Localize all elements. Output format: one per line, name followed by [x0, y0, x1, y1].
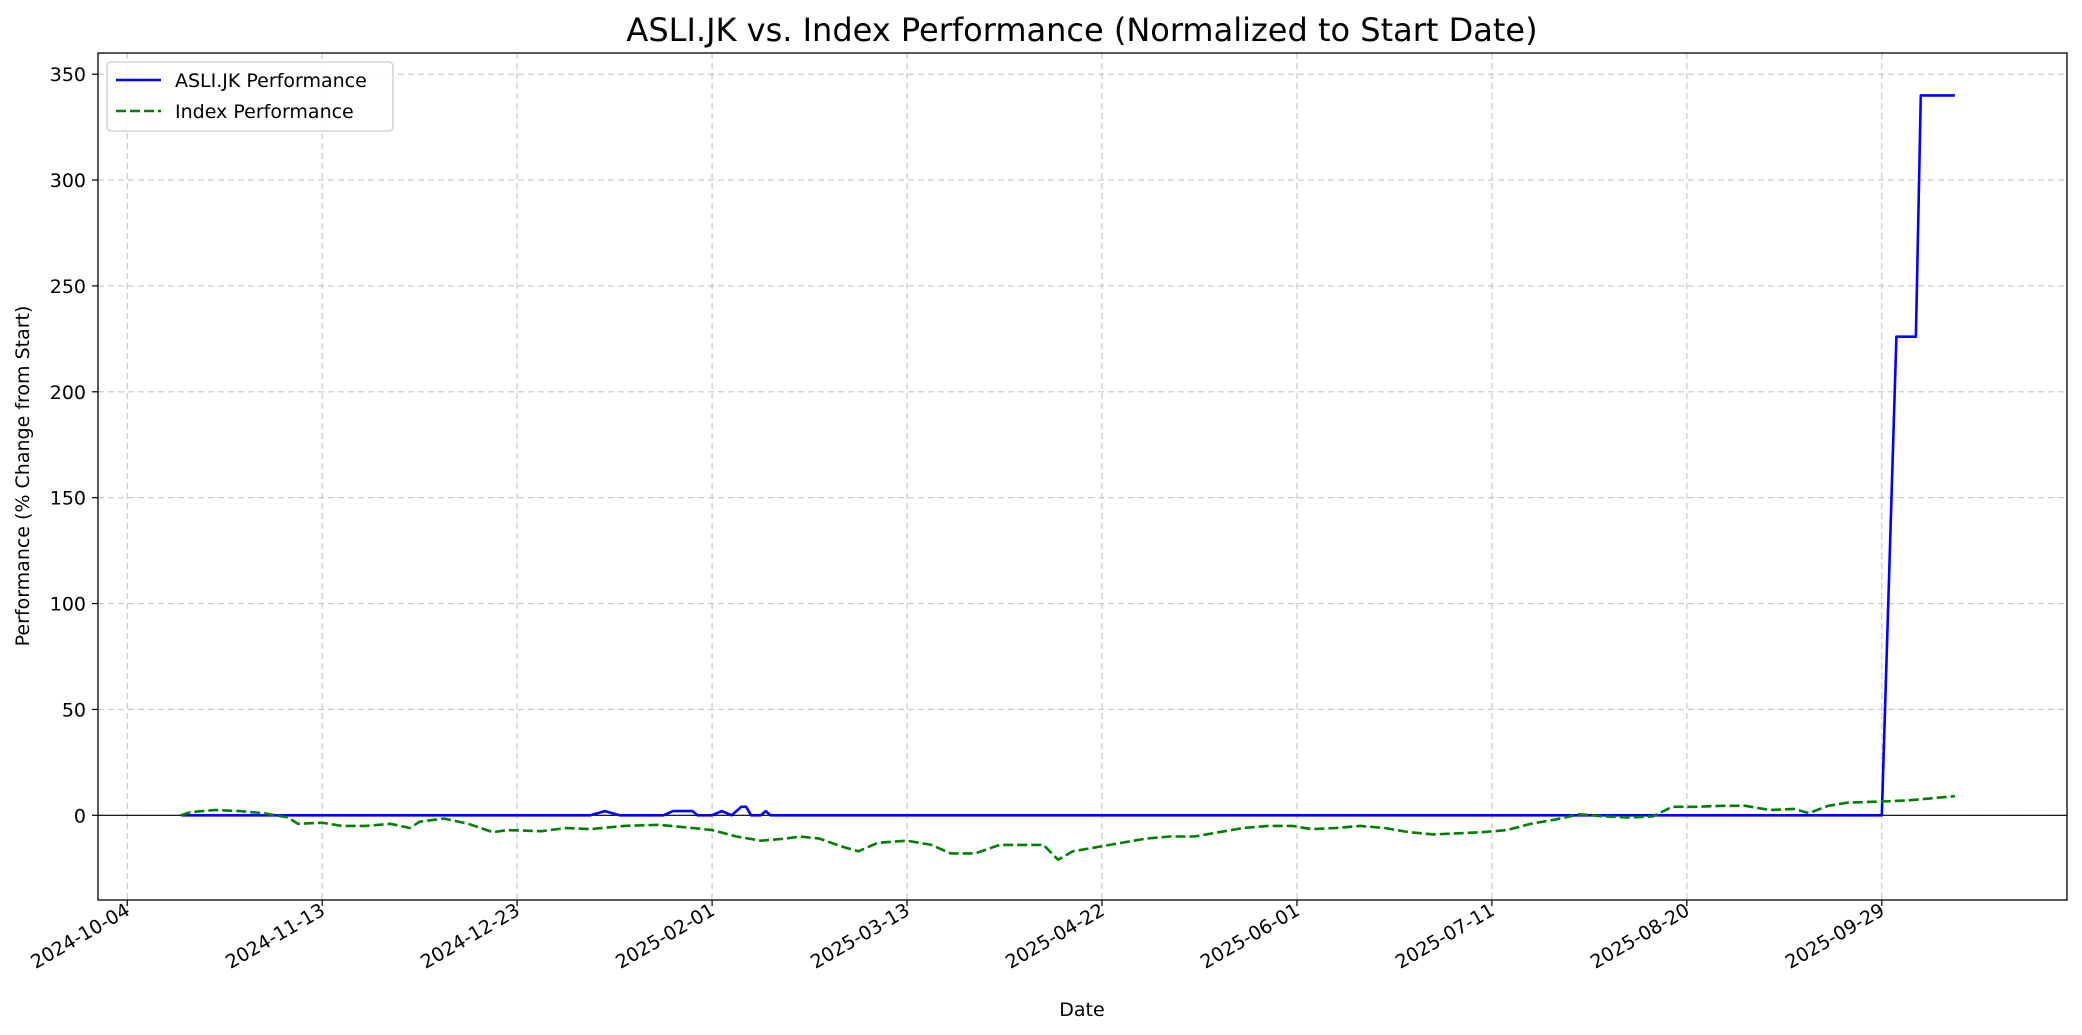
- legend-box: [106, 61, 394, 132]
- y-tick-label: 50: [62, 699, 86, 721]
- y-axis-label: Performance (% Change from Start): [12, 306, 34, 647]
- y-tick-label: 200: [50, 382, 86, 404]
- series-line-asli: [180, 94, 1955, 817]
- y-tick-label: 150: [50, 488, 86, 510]
- y-tick-label: 350: [50, 64, 86, 86]
- legend: ASLI.JK Performance Index Performance: [106, 61, 394, 132]
- y-tick-label: 300: [50, 170, 86, 192]
- y-tick-label: 0: [74, 805, 86, 827]
- y-axis-ticks: 0 50 100 150 200 250 300 350: [50, 64, 98, 827]
- y-tick-label: 100: [50, 594, 86, 616]
- series-line-index: [180, 794, 1956, 862]
- plot-frame: [97, 52, 2068, 901]
- legend-label-index: Index Performance: [175, 101, 354, 123]
- series-layer: [180, 94, 1956, 862]
- legend-label-asli: ASLI.JK Performance: [175, 70, 367, 92]
- y-tick-label: 250: [50, 276, 86, 298]
- x-axis-label: Date: [1059, 999, 1104, 1021]
- grid-layer: [98, 53, 2067, 900]
- chart-title: ASLI.JK vs. Index Performance (Normalize…: [626, 11, 1537, 49]
